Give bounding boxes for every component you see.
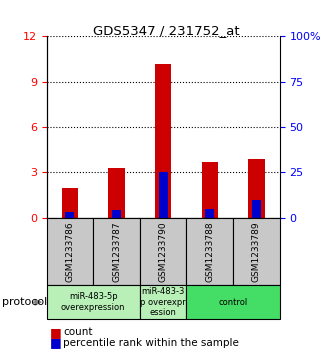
Text: control: control xyxy=(218,298,248,307)
Bar xyxy=(205,209,214,218)
Text: GSM1233788: GSM1233788 xyxy=(205,221,214,282)
Text: GSM1233790: GSM1233790 xyxy=(159,221,168,282)
Bar xyxy=(202,162,218,218)
Bar xyxy=(62,188,78,218)
Text: GSM1233786: GSM1233786 xyxy=(65,221,75,282)
Bar xyxy=(159,172,167,218)
Text: GSM1233787: GSM1233787 xyxy=(112,221,121,282)
Bar xyxy=(252,200,261,218)
Text: miR-483-5p
overexpression: miR-483-5p overexpression xyxy=(61,293,126,312)
Bar xyxy=(112,209,121,218)
Text: miR-483-3
p overexpr
ession: miR-483-3 p overexpr ession xyxy=(140,287,186,317)
Text: percentile rank within the sample: percentile rank within the sample xyxy=(63,338,239,348)
Text: protocol: protocol xyxy=(2,297,47,307)
Text: GSM1233789: GSM1233789 xyxy=(252,221,261,282)
Text: count: count xyxy=(63,327,93,337)
Text: GDS5347 / 231752_at: GDS5347 / 231752_at xyxy=(93,24,240,37)
Bar xyxy=(66,212,74,218)
Bar xyxy=(248,159,264,218)
Bar xyxy=(109,168,125,218)
Text: ■: ■ xyxy=(50,337,62,350)
Text: ■: ■ xyxy=(50,326,62,339)
Bar xyxy=(155,64,171,218)
